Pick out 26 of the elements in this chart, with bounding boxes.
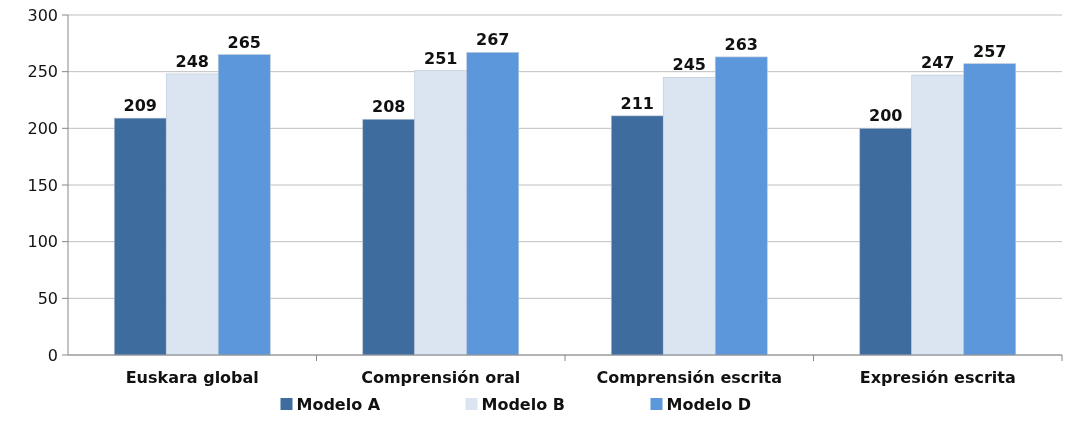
data-label: 208 <box>372 97 406 117</box>
legend-label: Modelo A <box>296 394 381 414</box>
legend-label: Modelo B <box>481 394 565 414</box>
data-label: 209 <box>123 96 157 116</box>
data-label: 211 <box>620 93 654 113</box>
data-label: 251 <box>424 48 458 68</box>
x-tick-label: Comprensión oral <box>361 368 521 387</box>
x-tick-label: Euskara global <box>125 368 259 387</box>
data-label: 248 <box>175 51 209 71</box>
y-tick-label: 0 <box>47 345 58 365</box>
data-label: 267 <box>476 30 510 50</box>
y-tick-label: 200 <box>27 118 58 138</box>
data-label: 265 <box>227 32 261 52</box>
x-tick-label: Expresión escrita <box>859 368 1016 387</box>
y-tick-label: 250 <box>27 62 58 82</box>
data-label: 257 <box>973 41 1007 61</box>
data-label: 245 <box>672 55 706 75</box>
data-label: 247 <box>921 53 955 73</box>
y-tick-label: 50 <box>37 288 58 308</box>
x-tick-label: Comprensión escrita <box>596 368 783 387</box>
legend-label: Modelo D <box>666 394 752 414</box>
y-tick-label: 150 <box>27 175 58 195</box>
data-label: 200 <box>869 106 903 126</box>
y-tick-label: 300 <box>27 5 58 25</box>
data-label: 263 <box>724 34 758 54</box>
y-tick-label: 100 <box>27 232 58 252</box>
